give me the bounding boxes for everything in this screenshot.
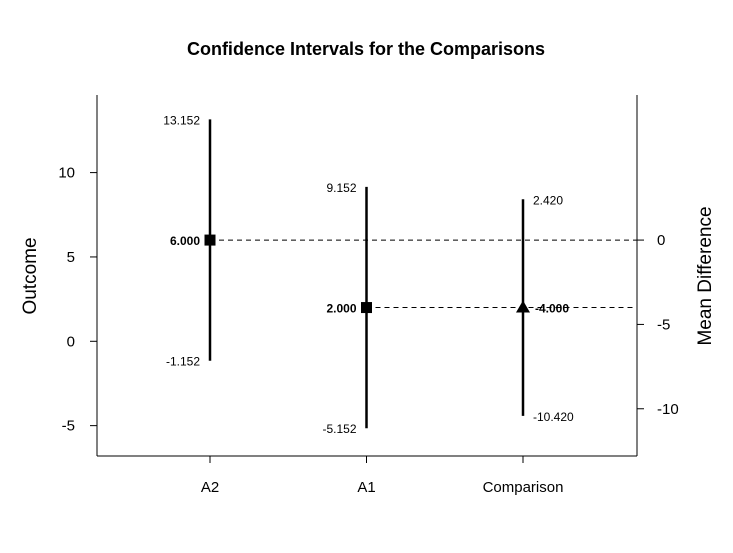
- lower-bound-label: -10.420: [533, 410, 574, 424]
- y2-tick-label: 0: [657, 232, 665, 249]
- upper-bound-label: 9.152: [326, 181, 356, 195]
- estimate-marker: [361, 302, 372, 314]
- y-tick-label: -5: [62, 418, 75, 435]
- y-axis-title: Outcome: [20, 237, 41, 314]
- lower-bound-label: -5.152: [322, 422, 356, 436]
- upper-bound-label: 2.420: [533, 193, 563, 207]
- x-tick-label: Comparison: [483, 479, 564, 496]
- estimate-marker: [204, 234, 216, 246]
- y-tick-label: 10: [58, 165, 75, 182]
- lower-bound-label: -1.152: [166, 355, 200, 369]
- x-tick-label: A2: [201, 479, 219, 496]
- chart-marks: -5 0 5 10 -10 -5 0 A2 A1 Comparison 13.152 -1.152 6.…: [58, 113, 678, 496]
- y2-tick-label: -5: [657, 316, 670, 333]
- y-tick-label: 5: [67, 249, 75, 266]
- y-tick-label: 0: [67, 333, 75, 350]
- estimate-label: -4.000: [535, 302, 569, 316]
- x-tick-label: A1: [357, 479, 375, 496]
- y2-axis-title: Mean Difference: [695, 206, 716, 345]
- estimate-label: 2.000: [326, 302, 356, 316]
- chart-title: Confidence Intervals for the Comparisons: [187, 39, 545, 59]
- upper-bound-label: 13.152: [163, 113, 200, 127]
- estimate-label: 6.000: [170, 234, 200, 248]
- y2-tick-label: -10: [657, 401, 679, 418]
- estimate-marker: [516, 300, 530, 313]
